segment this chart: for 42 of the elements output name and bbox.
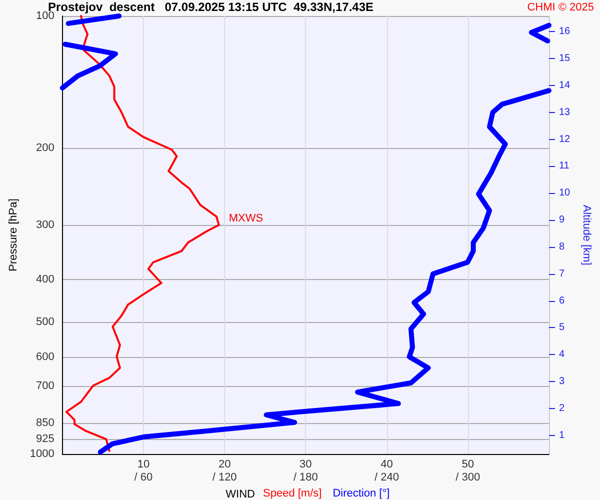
- x2-tick-label: / 300: [456, 472, 480, 484]
- y2-tick-label: 10: [558, 188, 571, 199]
- x2-tick-label: / 240: [374, 472, 400, 484]
- y2-tick-label: 6: [558, 295, 565, 306]
- x2-tick-label: / 180: [293, 472, 318, 484]
- x-tick-label: 50: [462, 458, 474, 470]
- y-tick-label: 850: [36, 417, 54, 430]
- y-tick-label: 500: [36, 316, 54, 328]
- y2-tick-label: 11: [558, 160, 570, 172]
- annotation: MXWS: [228, 212, 264, 224]
- y2-tick-label: 12: [558, 134, 571, 145]
- x2-tick-label: / 60: [134, 472, 153, 484]
- y2-tick-label: 1: [558, 430, 565, 441]
- x-axis-title: WIND: [226, 488, 256, 500]
- y2-tick-label: 9: [558, 214, 565, 226]
- y2-axis-title: Altitude [km]: [580, 204, 592, 266]
- y-tick-label: 200: [36, 142, 54, 154]
- x-tick-label: 30: [300, 458, 312, 470]
- y2-tick-label: 14: [558, 80, 571, 91]
- y2-tick-label: 5: [558, 322, 565, 334]
- x-tick-label: 20: [218, 458, 231, 470]
- y2-tick-label: 8: [558, 241, 565, 252]
- y-tick-label: 600: [36, 350, 54, 363]
- y2-tick-label: 4: [558, 349, 565, 360]
- y2-tick-label: 3: [558, 376, 565, 388]
- y-tick-label: 925: [36, 433, 54, 446]
- y2-tick-label: 7: [558, 268, 565, 280]
- text: Speed [m/s]: [263, 488, 322, 500]
- x-tick-label: 10: [137, 458, 150, 470]
- y2-tick-label: 16: [558, 26, 571, 38]
- y-tick-label: 1000: [30, 448, 54, 460]
- y-tick-label: 300: [36, 218, 54, 231]
- y2-tick-label: 13: [558, 106, 571, 118]
- text: CHMI © 2025: [527, 2, 594, 14]
- y-tick-label: 400: [36, 274, 54, 286]
- y-axis-title: Pressure [hPa]: [8, 198, 20, 272]
- x2-tick-label: / 120: [212, 472, 237, 484]
- y-tick-label: 700: [36, 380, 54, 392]
- y2-tick-label: 15: [558, 53, 571, 64]
- y2-tick-label: 2: [558, 403, 565, 414]
- text: Direction [°]: [332, 488, 390, 500]
- x-tick-label: 40: [380, 458, 393, 470]
